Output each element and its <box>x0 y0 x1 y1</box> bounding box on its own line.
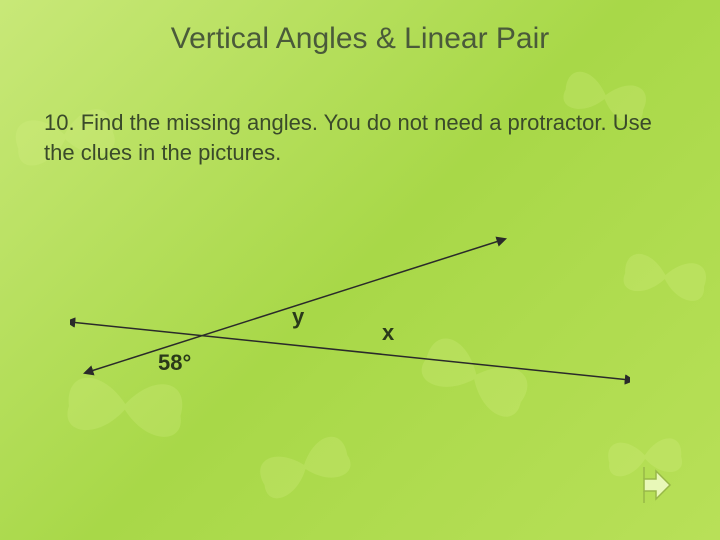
arrow-right-icon <box>644 471 670 499</box>
angle-diagram: 58° y x <box>70 210 630 430</box>
angle-label: 58° <box>158 350 191 376</box>
arrow-right-icon <box>638 463 672 507</box>
angle-label: y <box>292 304 304 330</box>
question-text: 10. Find the missing angles. You do not … <box>44 108 676 167</box>
diagram-svg <box>70 210 630 430</box>
slide-title: Vertical Angles & Linear Pair <box>0 22 720 56</box>
slide: Vertical Angles & Linear Pair 10. Find t… <box>0 0 720 540</box>
angle-label: x <box>382 320 394 346</box>
next-arrow[interactable] <box>638 463 672 512</box>
